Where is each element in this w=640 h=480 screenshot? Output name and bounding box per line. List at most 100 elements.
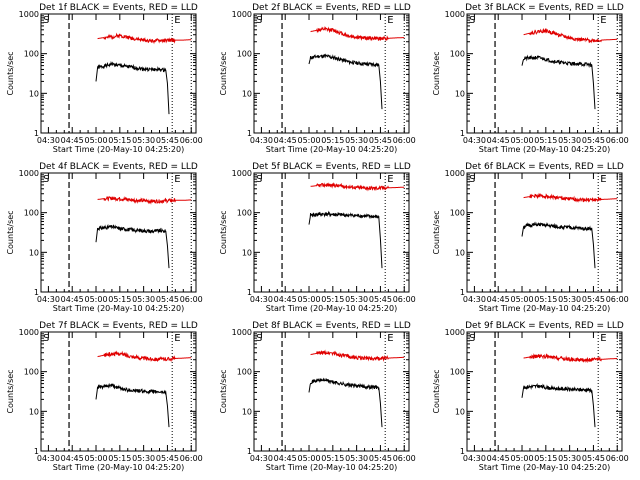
y-tick-label: 10 bbox=[242, 248, 252, 257]
x-axis-label: Start Time (20-May-10 04:25:20) bbox=[53, 145, 184, 154]
detector-panel: Det 9f BLACK = Events, RED = LLD 1 10 100 10… bbox=[432, 321, 629, 472]
y-tick-label: 1 bbox=[247, 129, 252, 138]
x-tick-label: 06:00 bbox=[180, 136, 203, 145]
y-axis-label: Counts/sec bbox=[432, 210, 441, 254]
y-tick-label: 100 bbox=[450, 209, 465, 218]
lld-series-line bbox=[97, 195, 192, 205]
x-tick-label: 06:00 bbox=[393, 454, 416, 463]
x-tick-label: 05:30 bbox=[345, 454, 368, 463]
events-series-line bbox=[308, 53, 383, 110]
lld-series-line bbox=[97, 32, 192, 45]
y-tick-label: 1000 bbox=[232, 328, 252, 337]
x-tick-label: 05:00 bbox=[297, 454, 320, 463]
plot-frame bbox=[466, 13, 623, 134]
lld-series-line bbox=[523, 27, 618, 44]
x-tick-label: 05:30 bbox=[132, 136, 155, 145]
y-tick-label: 100 bbox=[24, 368, 39, 377]
start-marker-label: S bbox=[256, 174, 262, 185]
y-tick-label: 100 bbox=[237, 368, 252, 377]
x-axis-label: Start Time (20-May-10 04:25:20) bbox=[53, 304, 184, 313]
y-tick-label: 100 bbox=[237, 209, 252, 218]
plot-title: Det 8f BLACK = Events, RED = LLD bbox=[252, 321, 411, 331]
y-tick-label: 1000 bbox=[445, 10, 465, 19]
events-series-line bbox=[308, 210, 383, 269]
x-tick-label: 04:30 bbox=[250, 136, 273, 145]
x-tick-label: 06:00 bbox=[606, 295, 629, 304]
x-tick-label: 05:00 bbox=[84, 454, 107, 463]
x-tick-label: 06:00 bbox=[180, 295, 203, 304]
detector-panel: Det 6f BLACK = Events, RED = LLD 1 10 100 10… bbox=[432, 162, 629, 313]
lld-series-line bbox=[310, 25, 405, 42]
end-marker-label: E bbox=[387, 174, 393, 185]
plot-title: Det 5f BLACK = Events, RED = LLD bbox=[252, 162, 411, 172]
x-tick-label: 05:45 bbox=[582, 454, 605, 463]
plot-frame bbox=[253, 13, 410, 134]
x-tick-label: 04:45 bbox=[487, 454, 510, 463]
x-tick-label: 05:45 bbox=[369, 136, 392, 145]
plot-frame bbox=[40, 172, 197, 293]
y-tick-label: 1000 bbox=[19, 328, 39, 337]
x-tick-label: 05:15 bbox=[534, 295, 557, 304]
y-tick-label: 1000 bbox=[19, 10, 39, 19]
y-tick-label: 1000 bbox=[19, 169, 39, 178]
x-tick-label: 05:15 bbox=[321, 136, 344, 145]
detector-panel: Det 3f BLACK = Events, RED = LLD 1 10 100 10… bbox=[432, 3, 629, 154]
y-tick-label: 10 bbox=[455, 89, 465, 98]
x-tick-label: 05:30 bbox=[558, 295, 581, 304]
x-tick-label: 05:00 bbox=[510, 454, 533, 463]
y-tick-label: 1 bbox=[247, 447, 252, 456]
x-tick-label: 05:45 bbox=[582, 295, 605, 304]
x-tick-label: 05:30 bbox=[132, 454, 155, 463]
x-tick-label: 05:45 bbox=[156, 454, 179, 463]
plot-frame bbox=[466, 172, 623, 293]
y-tick-label: 1 bbox=[460, 129, 465, 138]
x-tick-label: 06:00 bbox=[393, 295, 416, 304]
x-tick-label: 04:45 bbox=[487, 295, 510, 304]
plot-frame bbox=[253, 172, 410, 293]
y-tick-label: 1 bbox=[34, 129, 39, 138]
detector-panel: Det 7f BLACK = Events, RED = LLD 1 10 100 10… bbox=[6, 321, 203, 472]
events-series-line bbox=[521, 221, 596, 269]
y-axis-label: Counts/sec bbox=[432, 51, 441, 95]
detector-panel: Det 4f BLACK = Events, RED = LLD 1 10 100 10… bbox=[6, 162, 203, 313]
y-tick-label: 100 bbox=[450, 368, 465, 377]
start-marker-label: S bbox=[256, 15, 262, 26]
x-tick-label: 04:45 bbox=[274, 454, 297, 463]
end-marker-label: E bbox=[600, 333, 606, 344]
y-tick-label: 1000 bbox=[445, 328, 465, 337]
y-tick-label: 100 bbox=[24, 209, 39, 218]
x-tick-label: 04:30 bbox=[463, 295, 486, 304]
events-series-line bbox=[95, 61, 170, 115]
y-tick-label: 100 bbox=[24, 50, 39, 59]
plot-frame bbox=[466, 331, 623, 452]
x-tick-label: 05:45 bbox=[156, 295, 179, 304]
y-tick-label: 1 bbox=[460, 288, 465, 297]
y-axis-label: Counts/sec bbox=[432, 369, 441, 413]
plot-title: Det 6f BLACK = Events, RED = LLD bbox=[465, 162, 624, 172]
x-tick-label: 04:30 bbox=[37, 295, 60, 304]
x-tick-label: 05:45 bbox=[369, 454, 392, 463]
y-tick-label: 10 bbox=[242, 89, 252, 98]
x-tick-label: 05:30 bbox=[558, 136, 581, 145]
x-tick-label: 04:45 bbox=[61, 295, 84, 304]
y-tick-label: 10 bbox=[455, 407, 465, 416]
x-tick-label: 04:45 bbox=[487, 136, 510, 145]
x-tick-label: 05:15 bbox=[534, 454, 557, 463]
end-marker-label: E bbox=[600, 15, 606, 26]
events-series-line bbox=[308, 377, 383, 428]
y-tick-label: 1 bbox=[460, 447, 465, 456]
x-tick-label: 05:30 bbox=[558, 454, 581, 463]
start-marker-label: S bbox=[469, 174, 475, 185]
plot-title: Det 7f BLACK = Events, RED = LLD bbox=[39, 321, 198, 331]
x-tick-label: 04:30 bbox=[37, 454, 60, 463]
detector-panel: Det 8f BLACK = Events, RED = LLD 1 10 100 10… bbox=[219, 321, 416, 472]
start-marker-label: S bbox=[256, 333, 262, 344]
y-axis-label: Counts/sec bbox=[219, 51, 228, 95]
y-axis-label: Counts/sec bbox=[219, 369, 228, 413]
events-series-line bbox=[521, 54, 596, 110]
detector-panel: Det 2f BLACK = Events, RED = LLD 1 10 100 10… bbox=[219, 3, 416, 154]
lld-series-line bbox=[523, 192, 618, 203]
events-series-line bbox=[95, 224, 170, 269]
x-tick-label: 05:45 bbox=[369, 295, 392, 304]
